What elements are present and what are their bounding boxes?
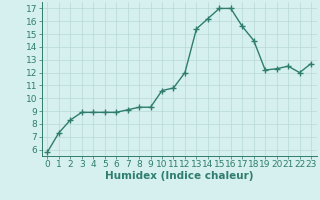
X-axis label: Humidex (Indice chaleur): Humidex (Indice chaleur) [105,171,253,181]
